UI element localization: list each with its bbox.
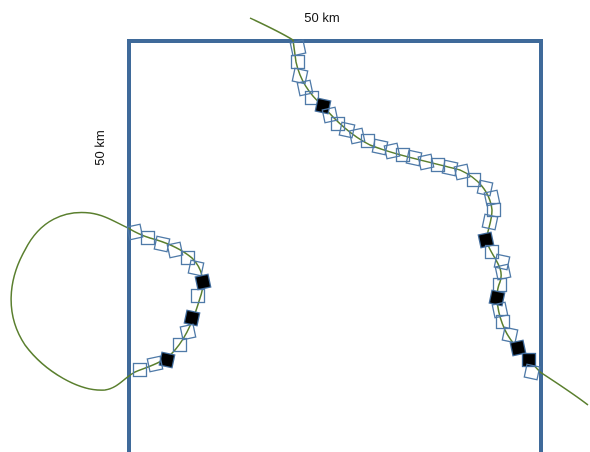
open-square [501, 326, 519, 344]
open-square [371, 138, 389, 156]
filled-square [509, 339, 527, 357]
open-square [190, 288, 206, 304]
open-square [481, 213, 499, 231]
filled-square [194, 273, 212, 291]
open-square [495, 314, 511, 330]
open-square [348, 127, 366, 145]
open-square [494, 263, 512, 281]
open-square [126, 223, 144, 241]
open-square [290, 54, 306, 70]
river-right [249, 17, 589, 406]
left-scale-label: 50 km [92, 130, 107, 165]
open-square [484, 244, 500, 260]
open-square [179, 323, 197, 341]
open-square [417, 153, 435, 171]
open-square [289, 39, 307, 57]
open-square [491, 301, 509, 319]
open-square [166, 241, 184, 259]
filled-square [477, 231, 495, 249]
open-square [453, 163, 471, 181]
top-scale-label: 50 km [304, 10, 339, 25]
open-square [441, 159, 459, 177]
open-square [476, 179, 494, 197]
open-square [405, 149, 423, 167]
open-square [483, 189, 501, 207]
open-square [338, 121, 356, 139]
filled-square [314, 97, 332, 115]
open-square [296, 79, 314, 97]
open-square [395, 147, 411, 163]
open-square [172, 337, 188, 353]
open-square [146, 355, 164, 373]
sample-squares [126, 39, 541, 381]
open-square [132, 362, 148, 378]
filled-square [521, 352, 537, 368]
open-square [140, 230, 156, 246]
open-square [330, 116, 346, 132]
filled-square [183, 309, 201, 327]
open-square [383, 142, 401, 160]
open-square [187, 259, 205, 277]
open-square [180, 250, 196, 266]
area-box [127, 39, 543, 452]
open-square [493, 253, 511, 271]
open-square [321, 106, 339, 124]
open-square [523, 363, 541, 381]
river-loop [10, 211, 204, 391]
